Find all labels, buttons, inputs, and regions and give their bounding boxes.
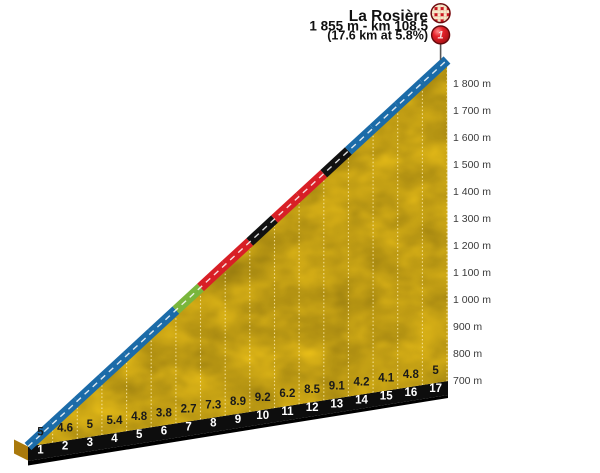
svg-text:1: 1 bbox=[438, 30, 444, 42]
svg-text:1 200 m: 1 200 m bbox=[453, 240, 491, 252]
svg-text:4.8: 4.8 bbox=[131, 411, 148, 423]
svg-text:1 500 m: 1 500 m bbox=[453, 159, 491, 171]
svg-text:12: 12 bbox=[306, 402, 319, 414]
svg-text:5.4: 5.4 bbox=[107, 415, 124, 427]
svg-text:6: 6 bbox=[161, 425, 167, 437]
svg-text:4.2: 4.2 bbox=[354, 377, 370, 389]
svg-text:2.7: 2.7 bbox=[181, 404, 197, 416]
svg-text:900 m: 900 m bbox=[453, 321, 482, 333]
svg-text:9.1: 9.1 bbox=[329, 380, 346, 392]
svg-text:800 m: 800 m bbox=[453, 348, 482, 360]
svg-text:4.8: 4.8 bbox=[403, 369, 420, 381]
svg-text:5: 5 bbox=[432, 365, 439, 377]
svg-text:4.6: 4.6 bbox=[57, 423, 73, 435]
svg-text:1 400 m: 1 400 m bbox=[453, 186, 491, 198]
svg-text:1 600 m: 1 600 m bbox=[453, 132, 491, 144]
svg-text:7.3: 7.3 bbox=[205, 400, 221, 412]
svg-text:9.2: 9.2 bbox=[255, 392, 271, 404]
svg-text:17: 17 bbox=[429, 383, 442, 395]
svg-text:4: 4 bbox=[111, 433, 118, 445]
svg-text:8.9: 8.9 bbox=[230, 396, 246, 408]
svg-text:5: 5 bbox=[37, 427, 44, 439]
svg-text:5: 5 bbox=[136, 429, 143, 441]
svg-text:1 000 m: 1 000 m bbox=[453, 294, 491, 306]
svg-text:14: 14 bbox=[355, 395, 368, 407]
svg-text:3.8: 3.8 bbox=[156, 407, 173, 419]
svg-text:13: 13 bbox=[330, 398, 343, 410]
svg-text:8.5: 8.5 bbox=[304, 384, 321, 396]
svg-text:700 m: 700 m bbox=[453, 375, 482, 387]
svg-text:3: 3 bbox=[87, 437, 93, 449]
svg-text:1: 1 bbox=[37, 445, 44, 457]
svg-text:1 700 m: 1 700 m bbox=[453, 105, 491, 117]
svg-text:1 300 m: 1 300 m bbox=[453, 213, 491, 225]
svg-text:4.1: 4.1 bbox=[378, 373, 395, 385]
svg-text:10: 10 bbox=[256, 410, 269, 422]
svg-text:11: 11 bbox=[281, 406, 294, 418]
svg-text:16: 16 bbox=[405, 387, 418, 399]
svg-text:9: 9 bbox=[235, 414, 241, 426]
svg-text:1 100 m: 1 100 m bbox=[453, 267, 491, 279]
svg-text:15: 15 bbox=[380, 391, 393, 403]
svg-text:8: 8 bbox=[210, 418, 217, 430]
svg-text:5: 5 bbox=[87, 419, 94, 431]
svg-text:2: 2 bbox=[62, 441, 68, 453]
svg-text:6.2: 6.2 bbox=[279, 388, 295, 400]
svg-text:1 800 m: 1 800 m bbox=[453, 78, 491, 90]
svg-text:(17.6 km at 5.8%): (17.6 km at 5.8%) bbox=[327, 29, 428, 43]
svg-text:7: 7 bbox=[185, 422, 191, 434]
